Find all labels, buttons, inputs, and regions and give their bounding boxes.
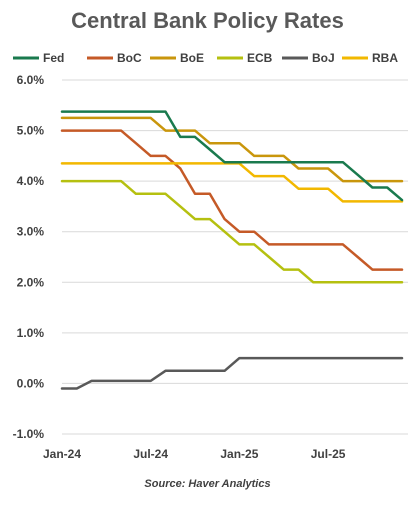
- legend: Fed BoC BoE ECB BoJ RBA: [13, 51, 398, 65]
- legend-label: ECB: [247, 51, 273, 65]
- y-tick-label: 2.0%: [17, 275, 45, 289]
- y-tick-label: 5.0%: [17, 124, 45, 138]
- x-tick-label: Jul-24: [133, 447, 168, 461]
- legend-item-boe: BoE: [150, 51, 204, 65]
- series-line-boe: [62, 118, 402, 181]
- y-tick-label: 0.0%: [17, 376, 45, 390]
- series-lines: [62, 112, 402, 389]
- legend-label: BoJ: [312, 51, 335, 65]
- x-tick-label: Jul-25: [311, 447, 346, 461]
- y-tick-label: 6.0%: [17, 73, 45, 87]
- legend-item-boc: BoC: [87, 51, 142, 65]
- legend-label: Fed: [43, 51, 64, 65]
- x-axis-tick-labels: Jan-24 Jul-24 Jan-25 Jul-25: [43, 447, 346, 461]
- y-tick-label: 4.0%: [17, 174, 45, 188]
- legend-item-ecb: ECB: [217, 51, 273, 65]
- source-note: Source: Haver Analytics: [0, 478, 415, 490]
- y-tick-label: 1.0%: [17, 326, 45, 340]
- series-line-boj: [62, 358, 402, 388]
- legend-label: BoC: [117, 51, 142, 65]
- legend-item-rba: RBA: [342, 51, 398, 65]
- legend-label: RBA: [372, 51, 398, 65]
- x-tick-label: Jan-24: [43, 447, 81, 461]
- legend-label: BoE: [180, 51, 204, 65]
- series-line-fed: [62, 112, 402, 201]
- legend-item-fed: Fed: [13, 51, 64, 65]
- y-tick-label: 3.0%: [17, 225, 45, 239]
- series-line-boc: [62, 131, 402, 270]
- x-tick-label: Jan-25: [220, 447, 258, 461]
- y-axis-tick-labels: -1.0% 0.0% 1.0% 2.0% 3.0% 4.0% 5.0% 6.0%: [13, 73, 45, 441]
- legend-item-boj: BoJ: [282, 51, 335, 65]
- y-tick-label: -1.0%: [13, 427, 45, 441]
